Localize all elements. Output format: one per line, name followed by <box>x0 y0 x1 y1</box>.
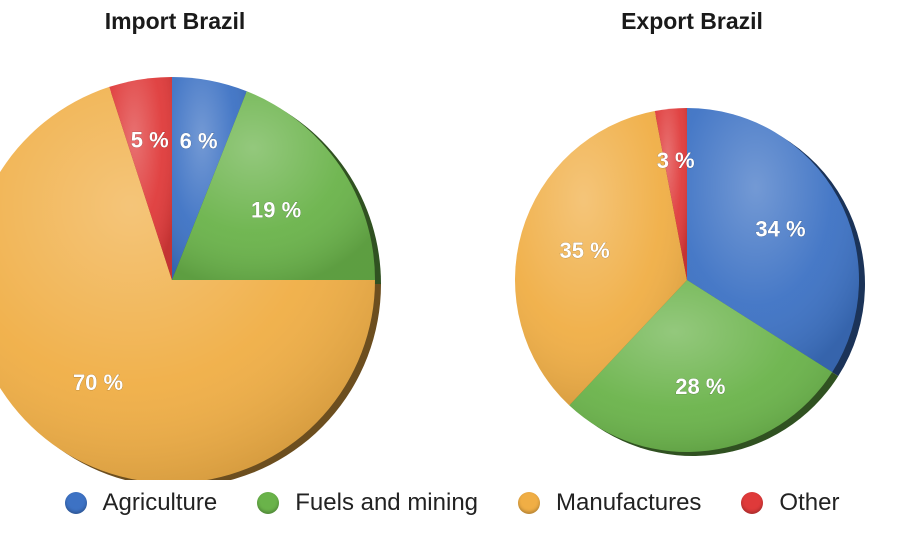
legend-label-fuels-and-mining: Fuels and mining <box>295 489 479 516</box>
legend-item-other: Other <box>741 489 839 517</box>
import-label-manufactures: 70 % <box>73 370 123 395</box>
import-slice-shading-agriculture <box>172 77 247 280</box>
export-label-manufactures: 35 % <box>560 238 610 263</box>
import-slice-shading-fuels-and-mining <box>172 91 375 280</box>
pie-charts: 6 % 19 % 70 % 5 % 34 % 28 % 35 % 3 % <box>0 77 865 480</box>
export-label-agriculture: 34 % <box>755 217 805 242</box>
legend: Agriculture Fuels and mining Manufacture… <box>0 483 904 523</box>
legend-marker-other <box>741 492 764 514</box>
export-pie: 34 % 28 % 35 % 3 % <box>515 108 865 457</box>
import-chart-title: Import Brazil <box>104 8 246 34</box>
legend-item-manufactures: Manufactures <box>518 489 701 517</box>
import-slice-shading-manufactures <box>0 86 375 480</box>
import-label-agriculture: 6 % <box>180 128 218 153</box>
legend-label-manufactures: Manufactures <box>556 489 702 516</box>
legend-item-fuels-and-mining: Fuels and mining <box>257 489 478 517</box>
export-label-other: 3 % <box>657 148 695 173</box>
import-slice-shading-other <box>109 77 172 280</box>
export-chart-title: Export Brazil <box>621 8 763 34</box>
export-slice-shading-agriculture <box>687 108 859 373</box>
legend-marker-manufactures <box>518 492 541 514</box>
legend-label-other: Other <box>779 489 840 516</box>
legend-marker-fuels-and-mining <box>257 492 280 514</box>
export-slice-shading-fuels-and-mining <box>569 280 833 453</box>
import-label-other: 5 % <box>131 128 169 153</box>
export-slice-shading-other <box>654 108 687 280</box>
legend-label-agriculture: Agriculture <box>102 489 218 516</box>
import-label-fuels-and-mining: 19 % <box>251 197 301 222</box>
legend-marker-agriculture <box>64 492 87 514</box>
export-label-fuels-and-mining: 28 % <box>675 374 725 399</box>
export-slice-shading-manufactures <box>515 111 687 406</box>
import-pie: 6 % 19 % 70 % 5 % <box>0 77 381 480</box>
legend-item-agriculture: Agriculture <box>64 489 218 517</box>
